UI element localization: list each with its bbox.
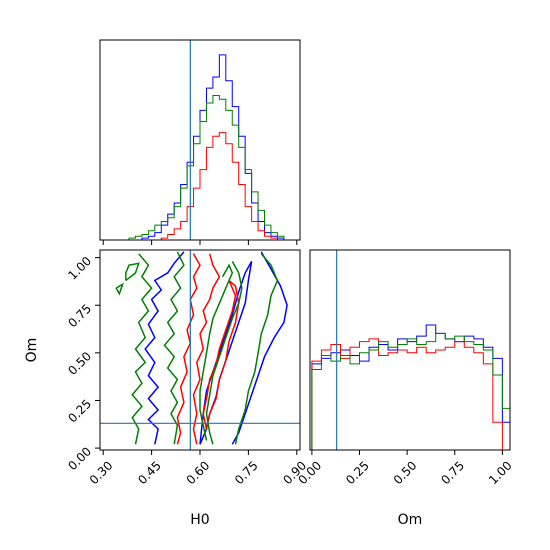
- h0-tick-label-1: 0.45: [135, 458, 164, 487]
- contour-0-1: [231, 251, 288, 445]
- contour-2-1: [115, 282, 124, 296]
- om-histogram-series-0: [311, 324, 511, 450]
- om-y-tick-label-2: 0.50: [65, 349, 94, 378]
- om-tick-label-4: 1.00: [486, 458, 515, 487]
- contour-series: [115, 251, 288, 445]
- om-axis-label: Om: [398, 512, 423, 528]
- om-y-axis-label: Om: [24, 338, 40, 363]
- om-histogram-series-2: [311, 332, 511, 450]
- h0-axis-ticks: 0.30 0.45 0.60 0.75 0.90: [87, 450, 309, 487]
- contour-1-1: [192, 253, 221, 445]
- om-tick-label-1: 0.25: [343, 458, 372, 487]
- h0-histogram-series: [103, 54, 291, 241]
- h0-histogram-series-1: [103, 132, 291, 241]
- contour-frame: [99, 249, 301, 451]
- om-y-tick-label-3: 0.75: [65, 301, 94, 330]
- contour-0-0: [144, 251, 185, 445]
- h0-histogram-panel: [99, 39, 301, 245]
- om-histogram-series: [311, 324, 511, 451]
- h0-histogram-ticks: [102, 240, 298, 245]
- h0-tick-label-0: 0.30: [87, 458, 116, 487]
- contour-2-4: [199, 263, 234, 441]
- om-axis-ticks: 0.00 0.25 0.50 0.75 1.00: [65, 254, 100, 473]
- h0-tick-label-2: 0.60: [184, 458, 213, 487]
- h0-histogram-series-0: [103, 54, 291, 241]
- om-histogram-frame: [309, 249, 511, 451]
- om-histogram-panel: 0.00 0.25 0.50 0.75 1.00: [295, 249, 515, 487]
- h0-om-contour-panel: 0.30 0.45 0.60 0.75 0.90 0.000.250.500.751.0…: [65, 249, 309, 487]
- h0-tick-label-3: 0.75: [232, 458, 261, 487]
- contour-2-2: [131, 253, 153, 445]
- om-histogram-ticks: 0.00 0.25 0.50 0.75 1.00: [295, 450, 515, 487]
- om-y-tick-label-0: 0.00: [65, 444, 94, 473]
- om-tick-label-3: 0.75: [438, 458, 467, 487]
- contour-2-0: [125, 262, 140, 282]
- contour-2-5: [205, 261, 243, 445]
- om-y-tick-label-4: 1.00: [65, 254, 94, 283]
- h0-axis-label: H0: [190, 512, 209, 528]
- om-tick-label-2: 0.50: [391, 458, 420, 487]
- contour-1-2: [202, 279, 240, 430]
- contour-2-3: [163, 251, 185, 445]
- contour-2-6: [234, 253, 279, 445]
- om-y-tick-label-1: 0.25: [65, 397, 94, 426]
- h0-histogram-series-2: [103, 95, 291, 241]
